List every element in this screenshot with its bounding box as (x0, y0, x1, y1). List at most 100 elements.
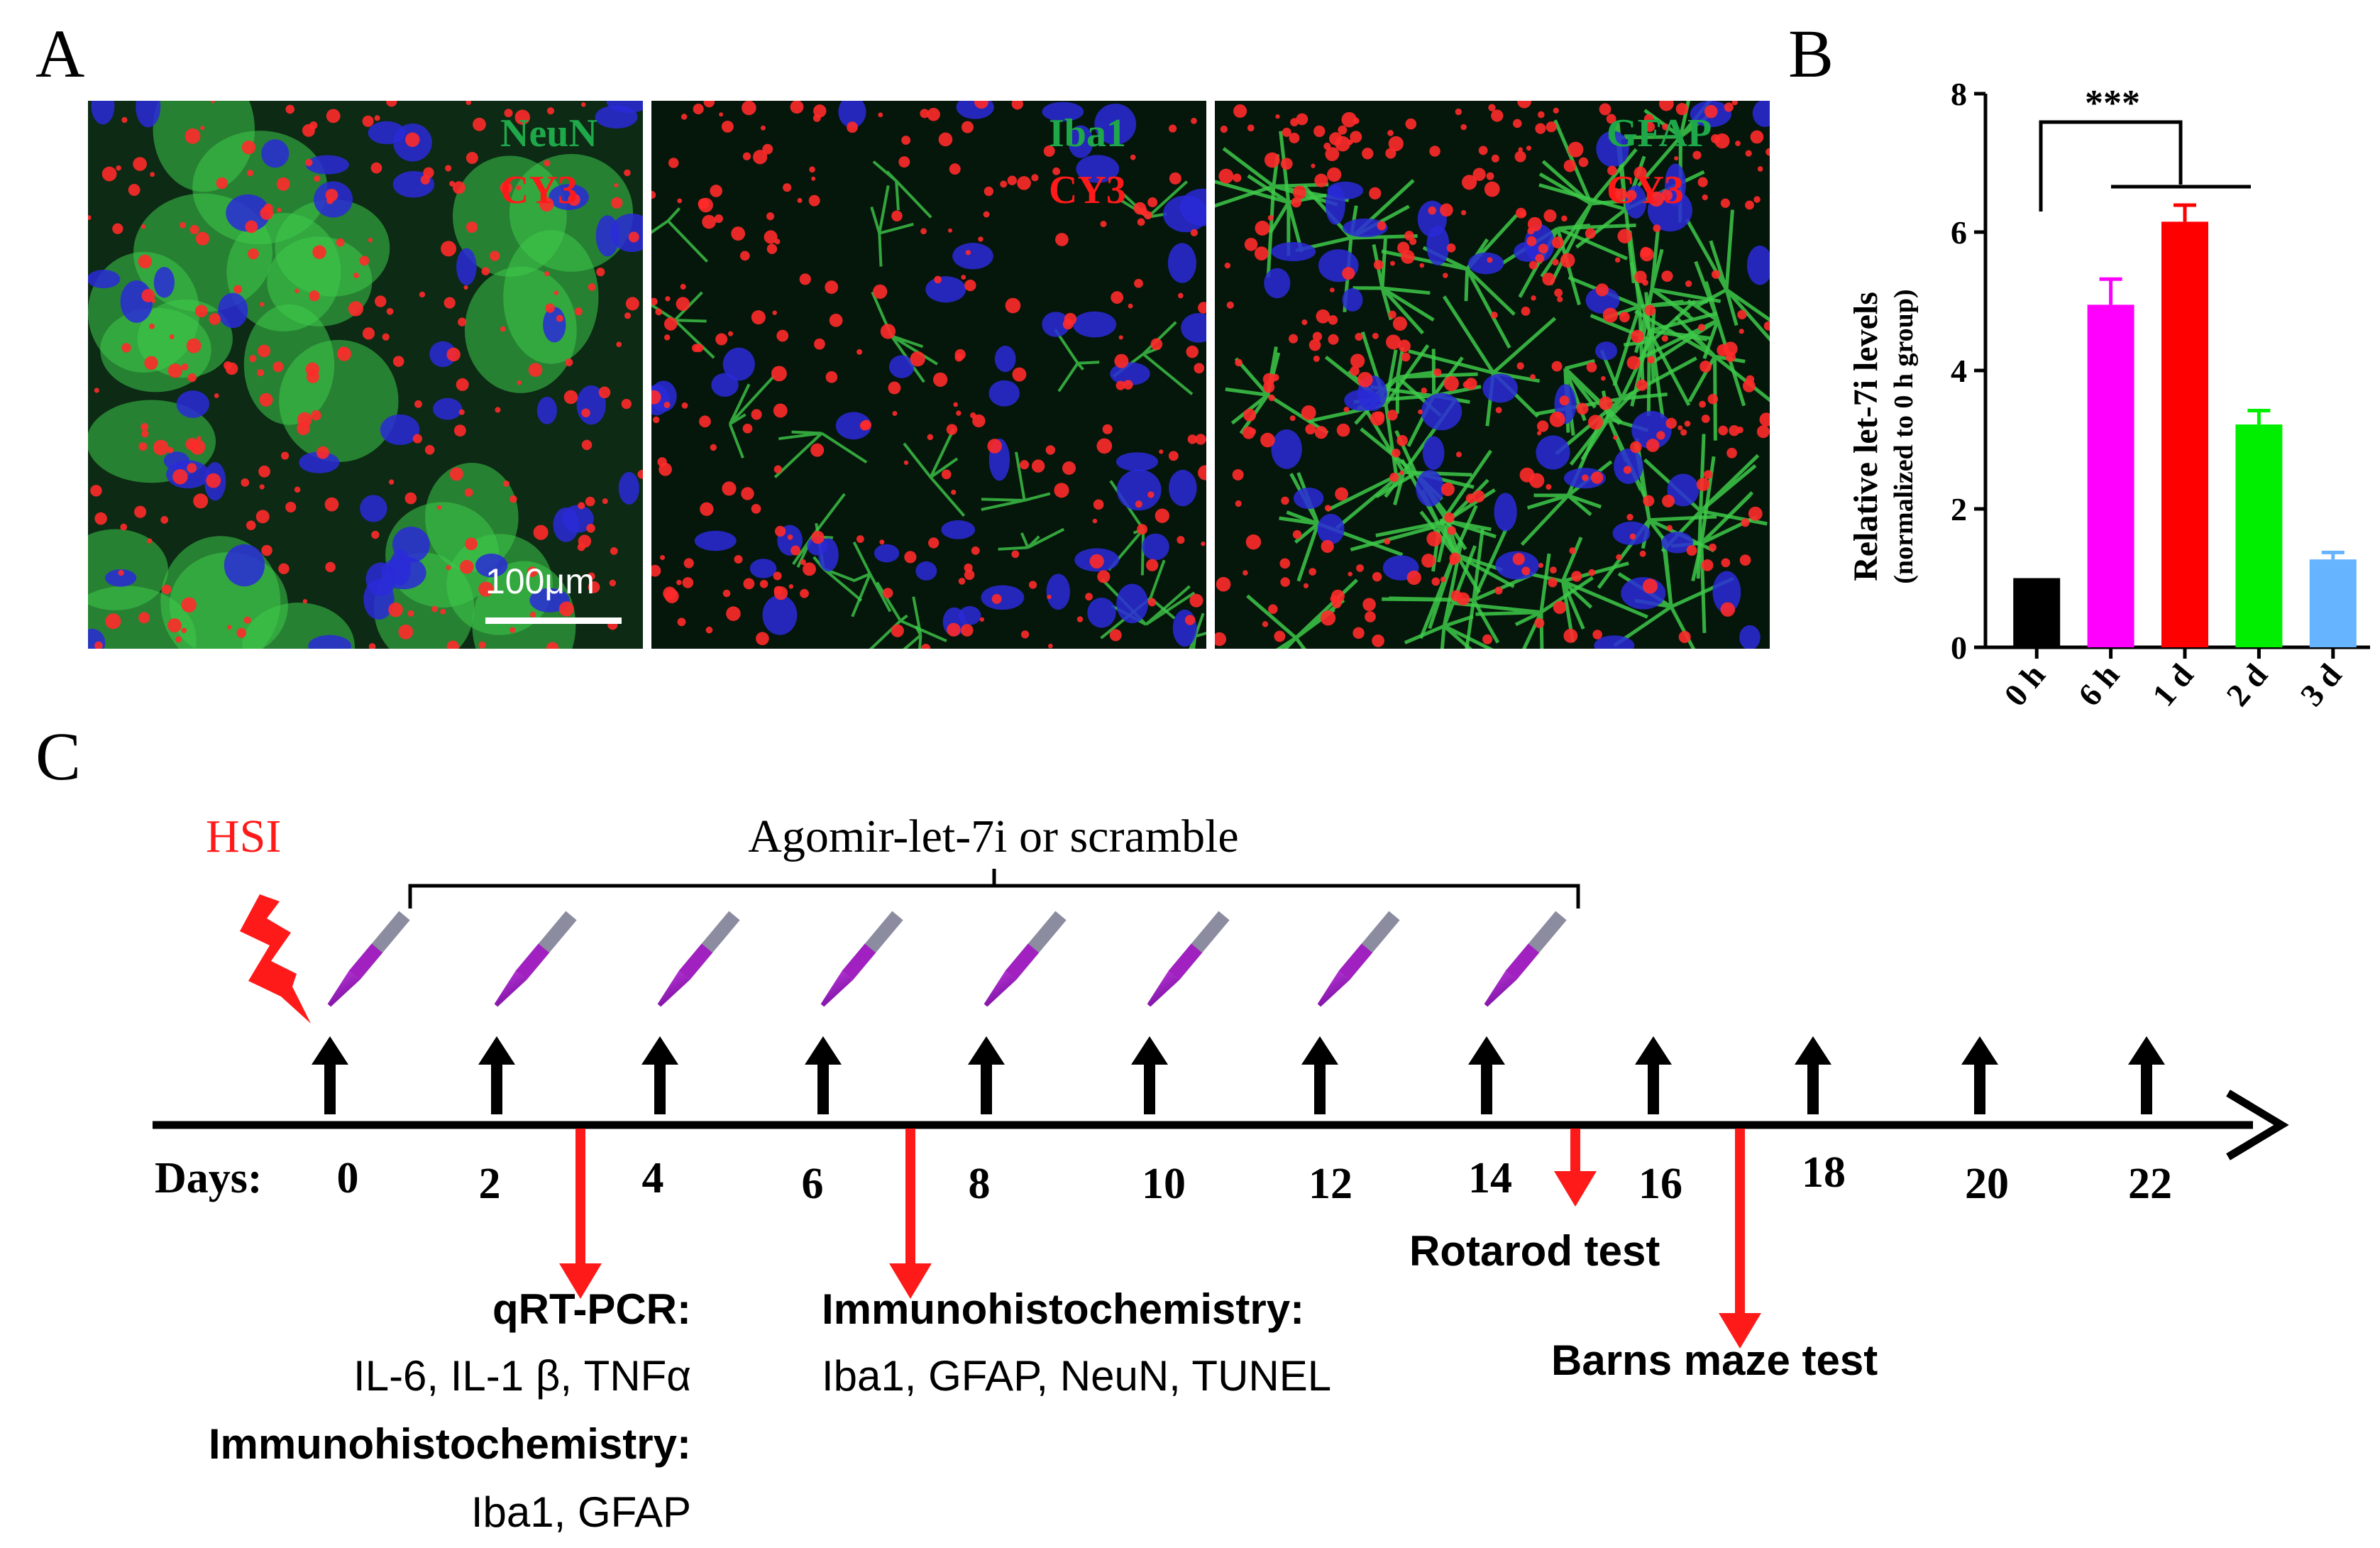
nucleus (722, 347, 755, 381)
cy3-signal (1100, 221, 1107, 228)
cy3-signal (598, 386, 611, 399)
experiment-timeline: HSI Agomir-let-7i or scramble Days: 0 2 4 6… (153, 811, 2289, 1349)
cy3-signal (1216, 576, 1231, 592)
cy3-signal (1305, 424, 1316, 435)
cy3-signal (1303, 583, 1309, 588)
cy3-signal (1526, 146, 1532, 151)
cy3-signal (676, 297, 690, 311)
cy3-signal (588, 283, 596, 291)
cy3-signal (445, 165, 452, 172)
cy3-signal (753, 150, 768, 165)
nucleus (91, 101, 115, 125)
cy3-signal (772, 310, 777, 315)
cy3-signal (714, 214, 724, 224)
cy3-signal (1198, 465, 1206, 481)
nucleus (153, 267, 175, 298)
cy3-signal (1643, 114, 1654, 124)
nucleus (308, 635, 352, 649)
cy3-signal (1254, 246, 1269, 261)
timeline-arrowhead (2226, 1089, 2289, 1160)
cy3-signal (1005, 297, 1021, 314)
cy3-signal (105, 613, 121, 630)
cy3-signal (1096, 438, 1113, 454)
cy3-signal (1372, 571, 1382, 582)
cy3-signal (1644, 121, 1655, 132)
cy3-signal (741, 487, 754, 500)
nucleus (1115, 452, 1159, 471)
cy3-signal (1741, 518, 1750, 527)
cy3-signal (1028, 581, 1037, 589)
panel-a-letter: A (35, 16, 85, 92)
cy3-signal (456, 378, 469, 391)
nucleus (1422, 436, 1445, 470)
cy3-signal (1012, 367, 1027, 382)
cy3-signal (1534, 617, 1545, 628)
day-up-arrow-icon (1635, 1036, 1672, 1114)
chart-ylabel-sub: (normalized to 0 h group) (1889, 289, 1919, 583)
astrocyte-process (1685, 209, 1770, 341)
cy3-signal (1062, 319, 1074, 330)
cy3-signal (1372, 634, 1384, 647)
cy3-signal (1054, 483, 1069, 498)
cy3-signal (259, 302, 265, 307)
cy3-signal (1599, 103, 1612, 116)
cy3-signal (1387, 130, 1394, 136)
microglia-process (869, 581, 947, 649)
cy3-signal (1133, 202, 1147, 215)
cy3-signal (1388, 136, 1404, 152)
nucleus (562, 505, 594, 533)
cy3-signal (1316, 309, 1331, 324)
cy3-signal (1486, 172, 1494, 180)
cy3-signal (175, 636, 182, 643)
cy3-signal (1559, 395, 1570, 406)
cy3-signal (297, 412, 312, 427)
cy3-signal (1495, 407, 1502, 414)
cy3-signal (463, 285, 468, 290)
cy3-signal (825, 370, 838, 383)
cy3-signal (1232, 468, 1244, 481)
cy3-signal (903, 460, 909, 466)
micrograph-iba1 (651, 101, 1206, 649)
cy3-signal (878, 112, 883, 118)
nucleus (1325, 185, 1345, 225)
cy3-signal (374, 115, 380, 121)
cy3-signal (553, 290, 559, 295)
cy3-signal (964, 569, 975, 581)
cy3-signal (1765, 148, 1770, 156)
cy3-signal (101, 166, 117, 182)
cy3-signal (1335, 136, 1350, 152)
cy3-signal (1020, 460, 1030, 470)
cy3-signal (751, 409, 762, 420)
micrograph-neun (88, 101, 643, 649)
cy3-signal (1189, 593, 1203, 608)
cy3-signal (1543, 209, 1557, 223)
cy3-signal (1052, 167, 1061, 175)
cy3-signal (799, 273, 811, 285)
cy3-signal (302, 599, 308, 604)
day-up-arrow-icon (968, 1036, 1005, 1114)
nucleus (1739, 625, 1761, 649)
cy3-signal (1701, 415, 1710, 423)
cy3-signal (739, 251, 750, 261)
neun-cy3-label: CY3 (500, 168, 578, 212)
nucleus (1076, 155, 1120, 183)
cy3-signal (1311, 163, 1316, 168)
cy3-signal (1247, 124, 1255, 132)
cy3-signal (812, 114, 821, 122)
cy3-signal (1190, 229, 1199, 236)
cy3-signal (419, 291, 426, 298)
cy3-signal (246, 170, 254, 177)
cy3-signal (1609, 187, 1621, 200)
cy3-signal (1526, 236, 1537, 246)
cy3-signal (1047, 594, 1052, 600)
cy3-signal (1571, 571, 1582, 582)
cy3-signal (1536, 420, 1549, 432)
cy3-signal (1553, 107, 1559, 114)
scale-bar-label: 100μm (485, 561, 595, 601)
cy3-signal (214, 393, 219, 398)
nucleus (456, 248, 477, 286)
cy3-signal (255, 510, 270, 524)
cy3-signal (1553, 600, 1567, 615)
cy3-signal (1292, 185, 1306, 199)
nucleus (1293, 487, 1324, 510)
